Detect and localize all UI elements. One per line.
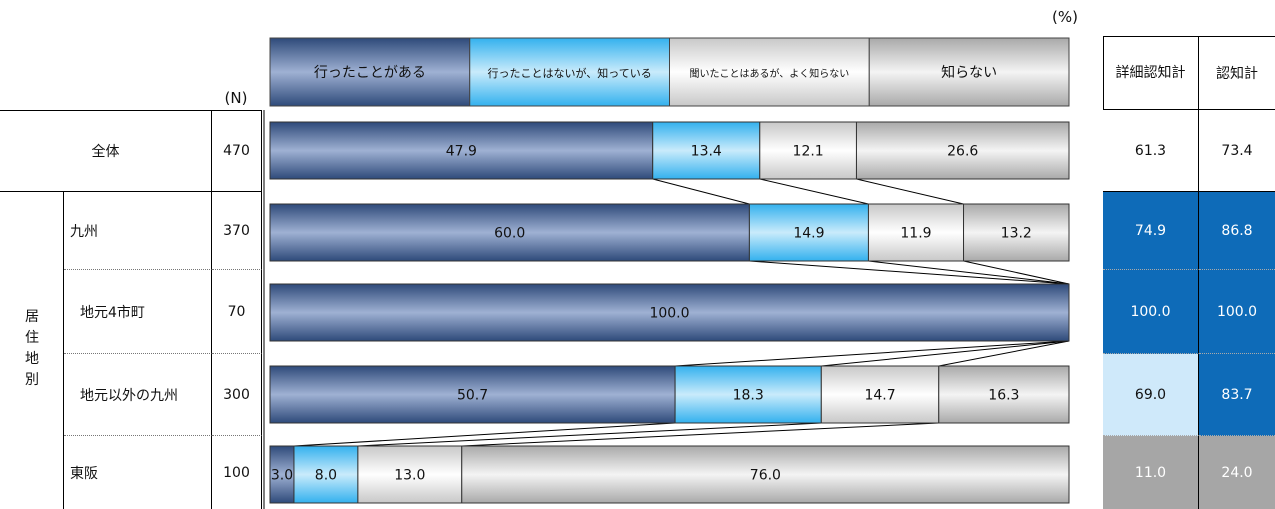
summary-detail-value: 61.3 (1103, 110, 1199, 192)
connector-line (461, 422, 939, 447)
summary-detail-value: 100.0 (1103, 270, 1199, 354)
bar-label-r1-s3: 11.9 (900, 226, 931, 242)
bar-r2-s1 (269, 283, 1070, 342)
summary-header-total: 認知計 (1199, 36, 1275, 110)
group-label-char-3: 地 (25, 351, 39, 367)
n-header-label: (N) (224, 89, 248, 107)
connector-line (856, 178, 964, 205)
group-label-char-4: 別 (25, 372, 39, 388)
legend-label-1: 行ったことがある (314, 65, 426, 81)
bar-label-r1-s1: 60.0 (494, 226, 525, 242)
row-label-non-local: 地元以外の九州 (64, 354, 212, 436)
row-label-local4: 地元4市町 (64, 270, 212, 354)
bar-r1-s1 (269, 203, 750, 262)
bar-label-r0-s1: 47.9 (446, 144, 477, 160)
bar-label-r1-s2: 14.9 (793, 226, 824, 242)
bar-label-r4-s3: 13.0 (394, 468, 425, 484)
summary-total-value: 73.4 (1199, 110, 1275, 192)
legend-box-1 (269, 37, 471, 107)
legend-box-4 (868, 37, 1070, 107)
bar-label-r0-s2: 13.4 (691, 144, 722, 160)
row-label-kyushu: 九州 (64, 192, 212, 270)
bar-r0-s4 (855, 121, 1070, 180)
bar-label-r3-s1: 50.7 (457, 388, 488, 404)
connector-line (357, 422, 822, 447)
connector-line (749, 260, 1070, 285)
row-n-kyushu: 370 (212, 192, 262, 270)
summary-total-value: 24.0 (1199, 436, 1275, 509)
bar-label-r3-s4: 16.3 (988, 388, 1019, 404)
row-n-toban: 100 (212, 436, 262, 509)
group-label-cell: 居 住 地 別 (0, 192, 64, 509)
bar-label-r3-s2: 18.3 (733, 388, 764, 404)
bar-r3-s3 (820, 365, 940, 424)
bar-r4-s3 (357, 445, 463, 504)
row-n-local4: 70 (212, 270, 262, 354)
row-n-all: 470 (212, 110, 262, 192)
group-label-char-2: 住 (25, 330, 39, 346)
bar-r3-s2 (674, 365, 822, 424)
bar-r3-s4 (938, 365, 1070, 424)
bar-label-r2-s1: 100.0 (649, 306, 689, 322)
bar-r0-s2 (652, 121, 761, 180)
summary-header-detail: 詳細認知計 (1103, 36, 1199, 110)
bar-r1-s4 (963, 203, 1070, 262)
row-label-all: 全体 (0, 110, 212, 192)
summary-total-value: 83.7 (1199, 354, 1275, 436)
legend-label-4: 知らない (941, 64, 997, 81)
row-label-toban: 東阪 (64, 436, 212, 509)
summary-detail-value: 11.0 (1103, 436, 1199, 509)
connector-line (675, 340, 1070, 367)
connector-line (938, 340, 1070, 367)
bar-r3-s1 (269, 365, 676, 424)
legend: 行ったことがある 行ったことはないが、知っている 聞いたことはあるが、よく知らない 知… (269, 37, 1070, 107)
bar-r0-s3 (759, 121, 857, 180)
summary-total-value: 86.8 (1199, 192, 1275, 270)
bar-r1-s2 (748, 203, 869, 262)
legend-label-2: 行ったことはないが、知っている (488, 66, 652, 80)
group-label-char-1: 居 (25, 309, 39, 325)
connector-lines (293, 178, 1070, 447)
summary-detail-value: 74.9 (1103, 192, 1199, 270)
bar-label-r4-s1: 3.0 (271, 468, 293, 484)
connector-line (759, 178, 869, 205)
connector-line (868, 260, 1070, 285)
bar-label-r4-s4: 76.0 (750, 468, 781, 484)
bar-label-r4-s2: 8.0 (315, 468, 337, 484)
legend-box-3 (669, 37, 870, 107)
bar-label-r0-s3: 12.1 (793, 144, 824, 160)
summary-total-value: 100.0 (1199, 270, 1275, 354)
connector-line (821, 340, 1070, 367)
bars: 47.9 13.4 12.1 26.6 60.0 14.9 11.9 13.2 100.0 50.… (269, 121, 1070, 504)
bar-label-r1-s4: 13.2 (1001, 226, 1032, 242)
bar-label-r0-s4: 26.6 (947, 144, 978, 160)
bar-label-r3-s3: 14.7 (864, 388, 895, 404)
summary-detail-value: 69.0 (1103, 354, 1199, 436)
legend-label-3: 聞いたことはあるが、よく知らない (689, 67, 849, 80)
connector-line (652, 178, 750, 205)
percent-unit-label: (%) (1052, 8, 1078, 26)
connector-line (293, 422, 676, 447)
row-n-non-local: 300 (212, 354, 262, 436)
connector-line (963, 260, 1070, 285)
legend-box-2 (469, 37, 670, 107)
bar-r0-s1 (269, 121, 654, 180)
bar-r4-s4 (461, 445, 1070, 504)
